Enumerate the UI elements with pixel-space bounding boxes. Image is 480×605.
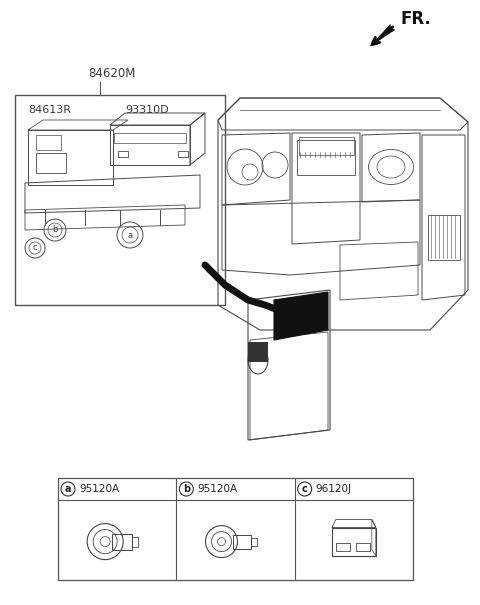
Text: 93310D: 93310D (125, 105, 168, 115)
Text: c: c (33, 243, 37, 252)
Bar (428, 215, 460, 260)
Text: 84613R: 84613R (28, 105, 71, 115)
Text: 84620M: 84620M (88, 67, 135, 80)
Text: a: a (127, 231, 132, 240)
Polygon shape (274, 292, 328, 340)
Text: b: b (183, 484, 190, 494)
Bar (114, 133, 186, 143)
Bar (178, 151, 188, 157)
Text: c: c (302, 484, 308, 494)
Text: 95120A: 95120A (197, 484, 238, 494)
Bar (332, 528, 376, 555)
Bar (58, 478, 413, 580)
Text: FR.: FR. (400, 10, 431, 28)
Bar (336, 543, 350, 551)
Bar (36, 135, 61, 150)
Bar (248, 342, 268, 362)
Text: 95120A: 95120A (79, 484, 119, 494)
Text: a: a (65, 484, 71, 494)
Bar (356, 543, 370, 551)
Bar (36, 153, 66, 173)
Bar (297, 140, 355, 175)
Bar (110, 125, 190, 165)
Bar (118, 151, 128, 157)
Bar (112, 534, 132, 549)
Text: b: b (52, 226, 58, 235)
Bar (232, 535, 251, 549)
Bar (132, 537, 138, 546)
Bar (299, 137, 354, 155)
Bar (15, 95, 225, 305)
Text: 96120J: 96120J (316, 484, 352, 494)
Bar (251, 538, 256, 546)
